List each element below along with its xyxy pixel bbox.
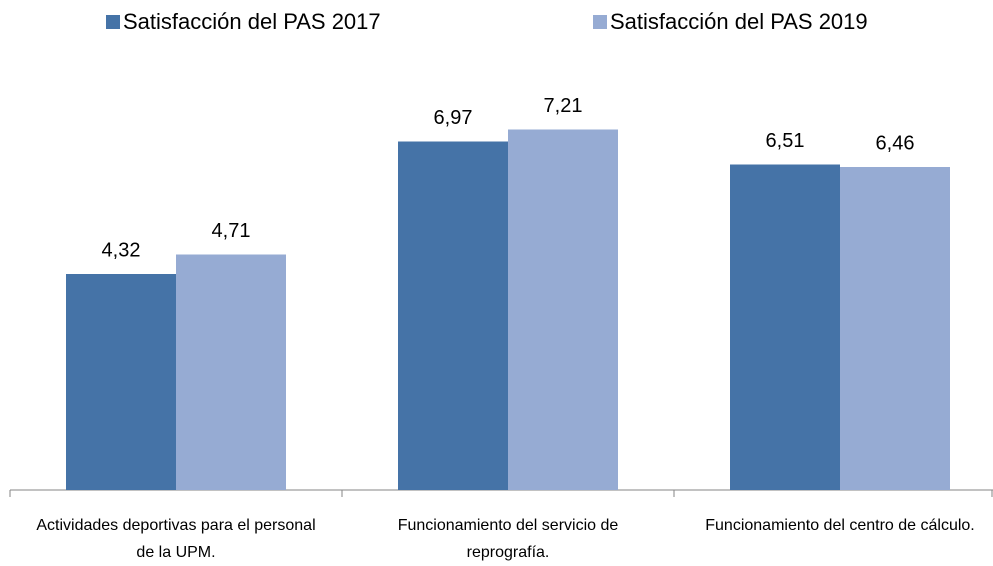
x-tick-label: Actividades deportivas para el personal … xyxy=(36,517,316,561)
bar xyxy=(398,141,508,490)
legend-swatch xyxy=(593,15,607,29)
value-label: 4,32 xyxy=(102,239,141,261)
bar xyxy=(66,274,176,490)
value-label: 6,51 xyxy=(766,130,805,152)
value-label: 6,46 xyxy=(876,132,915,154)
x-tick-label: Funcionamiento del servicio de reprograf… xyxy=(397,517,619,561)
bar xyxy=(840,167,950,490)
bar xyxy=(176,254,286,490)
bar xyxy=(730,164,840,490)
legend-text: Satisfacción del PAS 2019 xyxy=(610,9,868,34)
legend-text: Satisfacción del PAS 2017 xyxy=(123,9,381,34)
value-label: 7,21 xyxy=(544,95,583,117)
value-label: 4,71 xyxy=(212,220,251,242)
legend-swatch xyxy=(106,15,120,29)
bar xyxy=(508,129,618,490)
x-tick-label: Funcionamiento del centro de cálculo. xyxy=(705,517,975,534)
value-label: 6,97 xyxy=(434,107,473,129)
